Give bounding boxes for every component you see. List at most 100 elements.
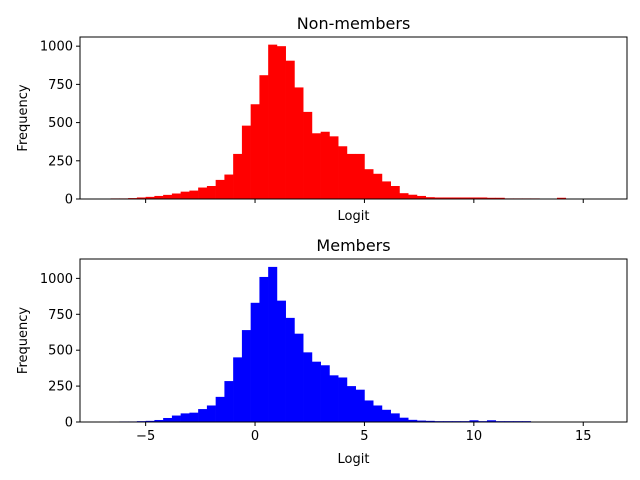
histogram-bar bbox=[241, 330, 251, 422]
histogram-bar bbox=[276, 46, 286, 199]
histogram-bar bbox=[381, 409, 391, 422]
chart-title: Members bbox=[316, 236, 390, 255]
histogram-bar bbox=[294, 333, 304, 422]
histogram-bar bbox=[163, 194, 173, 199]
histogram-bar bbox=[215, 179, 225, 199]
histogram-bar bbox=[486, 420, 497, 422]
histogram-bar bbox=[145, 196, 155, 199]
histogram-bar bbox=[294, 87, 304, 199]
chart-title: Non-members bbox=[297, 14, 411, 33]
histogram-bar bbox=[390, 413, 400, 422]
histogram-bar bbox=[381, 181, 391, 199]
histogram-bar bbox=[136, 197, 146, 199]
y-axis-label: Frequency bbox=[16, 84, 31, 151]
histogram-bar bbox=[285, 60, 295, 199]
axes-frame bbox=[79, 36, 628, 200]
x-tick-label: 10 bbox=[466, 429, 483, 444]
histogram-bar bbox=[224, 174, 234, 199]
x-axis-label: Logit bbox=[338, 209, 370, 224]
histogram-bar bbox=[425, 420, 435, 422]
histogram-bar bbox=[364, 169, 374, 199]
histogram-bar bbox=[373, 173, 383, 199]
histogram-bar bbox=[311, 361, 321, 422]
histogram-bar bbox=[233, 357, 243, 422]
histogram-bar bbox=[329, 375, 339, 422]
y-axis-label: Frequency bbox=[16, 307, 31, 374]
histogram-bar bbox=[303, 111, 313, 199]
histogram-bar bbox=[145, 420, 155, 422]
histogram-bar bbox=[495, 197, 505, 199]
y-tick-label: 750 bbox=[48, 78, 73, 93]
y-tick-label: 1000 bbox=[40, 40, 73, 55]
histogram-bar bbox=[338, 377, 348, 422]
histogram-bar bbox=[355, 153, 365, 199]
histogram-bar bbox=[189, 412, 199, 422]
histogram-bar bbox=[320, 131, 330, 199]
histogram-bar bbox=[416, 420, 426, 422]
histogram-bar bbox=[338, 146, 348, 199]
histogram-bar bbox=[154, 419, 164, 422]
histogram-bar bbox=[346, 153, 356, 199]
histogram-bar bbox=[390, 186, 400, 199]
histogram-bar bbox=[303, 352, 313, 422]
histogram-bar bbox=[434, 197, 444, 199]
histogram-bar bbox=[180, 413, 190, 422]
histogram-bar bbox=[469, 420, 479, 422]
histogram-bar bbox=[154, 195, 164, 199]
histogram-bar bbox=[163, 417, 173, 422]
histogram-bar bbox=[346, 386, 356, 422]
histogram-bar bbox=[416, 195, 426, 199]
histogram-bar bbox=[285, 317, 295, 422]
histogram-bar bbox=[329, 136, 339, 199]
histogram-bar bbox=[206, 186, 216, 199]
y-tick-label: 0 bbox=[65, 193, 73, 208]
panel-non-members: 0 250 500 750 1000 Non-members Logit Frequency bbox=[16, 14, 628, 224]
panel-members: 0 250 500 750 1000 −5 0 5 10 15 Members Logit Freque… bbox=[16, 236, 628, 467]
histogram-bar bbox=[206, 405, 216, 422]
axes-frame bbox=[79, 258, 628, 423]
histogram-bar bbox=[276, 300, 286, 422]
histogram-bar bbox=[171, 193, 181, 199]
y-tick-label: 250 bbox=[48, 154, 73, 169]
histogram-bar bbox=[233, 153, 243, 199]
histogram-bar bbox=[198, 187, 208, 199]
y-tick-label: 1000 bbox=[40, 272, 73, 287]
x-tick-label: −5 bbox=[136, 429, 155, 444]
histogram-bar bbox=[268, 266, 278, 422]
histogram-bar bbox=[556, 197, 567, 199]
x-tick-label: 5 bbox=[360, 429, 368, 444]
histogram-bar bbox=[408, 194, 418, 199]
histogram-bar bbox=[215, 396, 225, 422]
histogram-bar bbox=[320, 365, 330, 422]
histogram-bar bbox=[171, 415, 181, 422]
histogram-bar bbox=[259, 276, 269, 422]
y-tick-label: 250 bbox=[48, 380, 73, 395]
histogram-bar bbox=[478, 197, 488, 199]
x-axis-label: Logit bbox=[338, 452, 370, 467]
histogram-bar bbox=[373, 405, 383, 422]
histogram-bar bbox=[189, 190, 199, 199]
histogram-bar bbox=[469, 197, 479, 199]
y-tick-label: 500 bbox=[48, 116, 73, 131]
histogram-bar bbox=[443, 197, 453, 199]
histogram-bar bbox=[460, 197, 470, 199]
histogram-bar bbox=[355, 389, 365, 422]
histogram-bar bbox=[224, 381, 234, 422]
histogram-bar bbox=[311, 133, 321, 199]
histogram-bar bbox=[180, 191, 190, 199]
histogram-bar bbox=[198, 409, 208, 422]
x-tick-label: 15 bbox=[575, 429, 592, 444]
x-tick-label: 0 bbox=[251, 429, 259, 444]
histogram-bar bbox=[250, 104, 260, 199]
histogram-bar bbox=[399, 193, 409, 199]
histogram-bar bbox=[408, 419, 418, 422]
y-tick-label: 750 bbox=[48, 308, 73, 323]
histogram-bar bbox=[425, 197, 435, 199]
histogram-bar bbox=[451, 197, 462, 199]
histogram-bar bbox=[259, 75, 269, 199]
histogram-bar bbox=[364, 400, 374, 422]
histogram-bar bbox=[486, 197, 497, 199]
histogram-bar bbox=[399, 417, 409, 422]
histogram-bar bbox=[241, 125, 251, 199]
